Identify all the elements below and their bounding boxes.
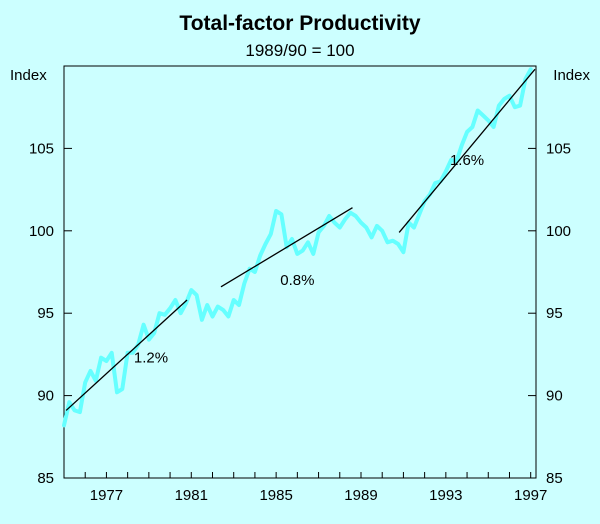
trend-line (220, 207, 353, 288)
trend-line (398, 68, 536, 233)
x-tick-label: 1977 (90, 487, 123, 504)
y-tick-label-right: 95 (546, 305, 563, 322)
x-tick-label: 1993 (429, 487, 462, 504)
trend-lines (65, 68, 536, 411)
chart-title: Total-factor Productivity (179, 12, 420, 35)
x-tick-label: 1989 (344, 487, 377, 504)
y-unit-label-left: Index (10, 67, 47, 84)
trend-rate-label: 0.8% (280, 272, 314, 289)
y-tick-label-left: 95 (37, 305, 54, 322)
y-tick-label-right: 85 (546, 470, 563, 487)
y-unit-label-right: Index (553, 67, 590, 84)
x-axis: 1977 1981 1985 1989 1993 1997 (63, 472, 547, 504)
y-tick-label-right: 100 (546, 223, 571, 240)
y-axis: 85 85 90 90 95 95 100 100 105 105 (29, 140, 571, 487)
trend-rate-label: 1.2% (134, 350, 168, 367)
x-tick-label: 1985 (259, 487, 292, 504)
y-tick-label-right: 105 (546, 140, 571, 157)
series-line (62, 67, 533, 428)
annotations: 1.2% 0.8% 1.6% (134, 152, 484, 367)
y-tick-label-left: 90 (37, 388, 54, 405)
y-tick-label-right: 90 (546, 388, 563, 405)
y-tick-label-left: 105 (29, 140, 54, 157)
plot-frame (63, 65, 537, 479)
x-tick-label: 1997 (514, 487, 547, 504)
trend-line (65, 299, 188, 411)
trend-rate-label: 1.6% (450, 152, 484, 169)
x-tick-label: 1981 (175, 487, 208, 504)
chart-subtitle: 1989/90 = 100 (245, 41, 354, 60)
series-layer (62, 67, 533, 428)
y-tick-label-left: 100 (29, 223, 54, 240)
y-tick-label-left: 85 (37, 470, 54, 487)
